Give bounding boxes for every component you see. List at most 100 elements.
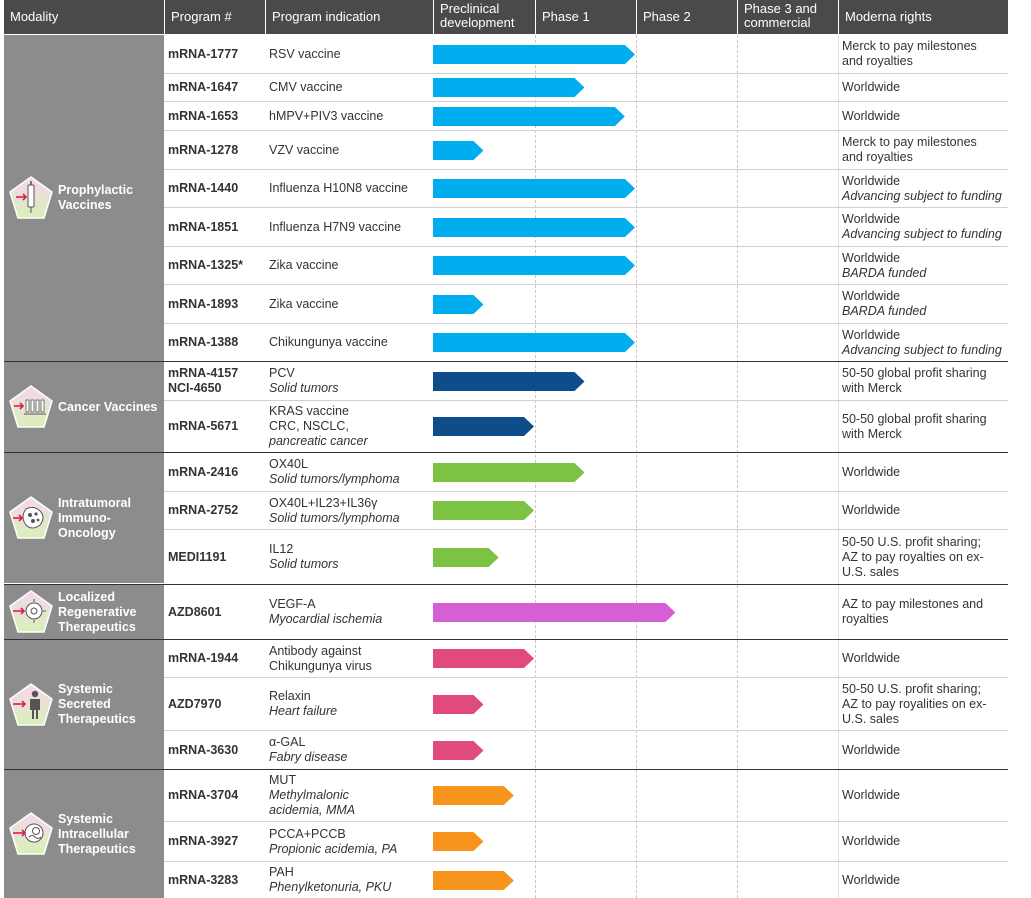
regenerative-cell-icon [9,590,53,633]
progress-bar-arrow [433,547,499,567]
program-number-line: NCI-4650 [168,381,222,395]
progress-bar [433,786,514,805]
header-preclinical-line2: development [440,15,515,30]
program-indication: PCV Solid tumors [269,362,429,400]
program-number-line: mRNA-1440 [168,181,239,195]
moderna-rights-line: Worldwide [842,212,901,226]
program-number: mRNA-2752 [168,492,264,529]
header-modality: Modality [4,0,164,34]
header-preclinical: Preclinical development [433,0,535,34]
program-indication: Chikungunya vaccine [269,324,429,361]
progress-bar-arrow [433,140,484,160]
program-indication-line: VZV vaccine [269,142,340,157]
program-number-line: AZD7970 [168,696,222,711]
program-indication-line: Propionic acidemia, PA [269,841,398,856]
program-indication-line: Chikungunya vaccine [269,335,388,349]
moderna-rights-line: BARDA funded [842,265,927,280]
progress-bar-arrow [433,294,484,314]
program-indication: RSV vaccine [269,35,429,73]
modality-label: Intratumoral Immuno- Oncology [58,495,131,540]
row-divider [164,73,1008,74]
rights-divider [838,35,839,898]
program-number: mRNA-3630 [168,731,264,769]
progress-bar [433,140,484,160]
moderna-rights-line: 50-50 global profit sharing [842,411,987,426]
moderna-rights: Worldwide [842,640,1002,677]
progress-bar [433,256,635,275]
syringe-icon [9,176,53,219]
program-number-line: mRNA-4157 [168,366,239,380]
modality-label: Systemic Secreted Therapeutics [58,682,136,726]
program-number-line: mRNA-3704 [168,788,239,802]
modality-prophylactic-vaccines: Prophylactic Vaccines [4,35,164,361]
program-number: mRNA-3283 [168,862,264,898]
row-divider [164,246,1008,247]
progress-bar-arrow [433,106,625,126]
moderna-rights-line: and royalties [842,54,913,68]
program-number-line: mRNA-1653 [168,108,239,123]
header-phase2-label: Phase 2 [643,9,691,24]
program-indication: VZV vaccine [269,131,429,169]
moderna-rights-line: Worldwide [842,80,901,94]
header-program: Program # [164,0,265,34]
row-divider [164,101,1008,102]
moderna-rights-line: Worldwide [842,651,901,665]
moderna-rights: Worldwide Advancing subject to funding [842,208,1002,246]
program-number: mRNA-4157 NCI-4650 [168,362,264,400]
program-indication: KRAS vaccine CRC, NSCLC, pancreatic cancer [269,401,429,452]
moderna-rights: 50-50 U.S. profit sharing; AZ to pay roya… [842,530,1002,584]
group-divider [4,584,1008,585]
program-indication: PAH Phenylketonuria, PKU [269,862,429,898]
progress-bar [433,694,484,714]
moderna-rights-line: Worldwide [842,464,901,479]
moderna-rights-line: Worldwide [842,173,901,188]
moderna-rights-line: with Merck [842,381,902,395]
moderna-rights: Merck to pay milestones and royalties [842,131,1002,169]
program-number-line: mRNA-1851 [168,219,239,234]
program-number-line: mRNA-1278 [168,142,239,157]
program-indication-line: CRC, NSCLC, [269,419,349,433]
program-number-line: mRNA-2752 [168,503,239,517]
program-indication-line: Solid tumors/lymphoma [269,472,400,486]
program-number-line: mRNA-3630 [168,742,239,757]
program-indication-line: PCV [269,366,295,380]
row-divider [164,207,1008,208]
group-divider [4,361,1008,362]
header-rights: Moderna rights [838,0,1008,34]
program-indication-line: OX40L [269,457,308,471]
moderna-rights-line: Worldwide [842,108,901,123]
moderna-rights-line: Worldwide [842,503,901,517]
moderna-rights-line: Advancing subject to funding [842,227,1002,241]
progress-bar-arrow [433,649,534,668]
header-phase1-label: Phase 1 [542,9,590,24]
program-indication-line: Heart failure [269,704,338,718]
progress-bar [433,649,534,668]
modality-label: Systemic Intracellular Therapeutics [58,811,136,856]
moderna-rights-line: AZ to pay royalities on ex- [842,696,987,711]
progress-bar-arrow [433,333,635,352]
moderna-rights-line: Advancing subject to funding [842,188,1002,203]
progress-bar-arrow [433,256,635,275]
header-rights-label: Moderna rights [845,9,932,24]
program-number: mRNA-1388 [168,324,264,361]
program-number: mRNA-1647 [168,74,264,101]
program-indication-line: CMV vaccine [269,80,343,94]
progress-bar [433,832,484,851]
program-number-line: mRNA-1944 [168,651,239,665]
progress-bar-arrow [433,371,585,391]
moderna-rights-line: royalties [842,612,889,626]
header-indication: Program indication [265,0,433,34]
program-indication: OX40L+IL23+IL36γ Solid tumors/lymphoma [269,492,429,529]
moderna-rights: Worldwide Advancing subject to funding [842,324,1002,361]
progress-bar [433,462,585,482]
moderna-rights-line: 50-50 global profit sharing [842,366,987,380]
program-indication-line: Fabry disease [269,750,348,764]
program-number: AZD7970 [168,678,264,730]
program-indication-line: Solid tumors/lymphoma [269,510,400,525]
progress-bar [433,870,514,890]
progress-bar-arrow [433,832,484,851]
moderna-rights-line: Worldwide [842,788,901,802]
moderna-rights: Worldwide Advancing subject to funding [842,170,1002,207]
program-indication: IL12 Solid tumors [269,530,429,584]
header-modality-label: Modality [10,9,59,24]
